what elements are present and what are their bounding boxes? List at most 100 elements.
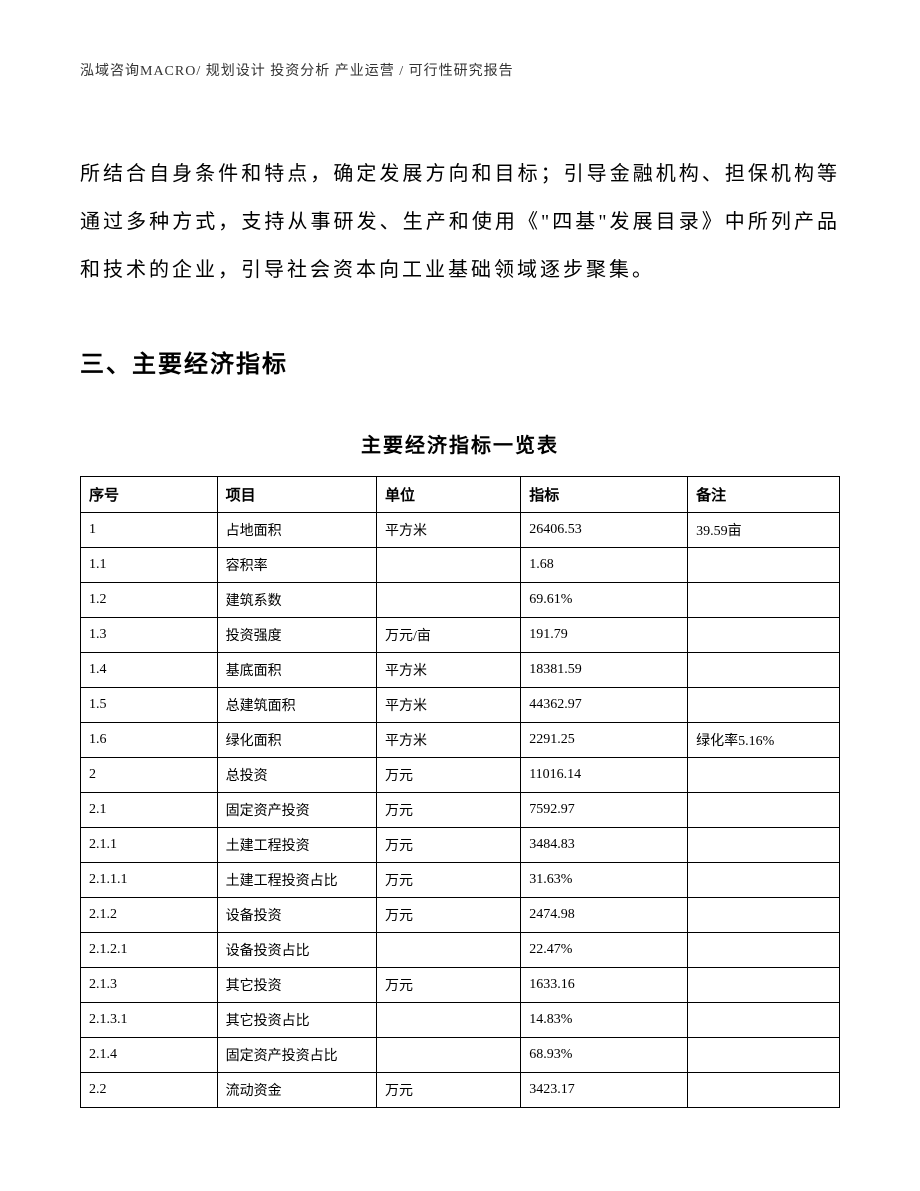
table-row: 2.1固定资产投资万元7592.97 (81, 793, 840, 828)
cell-remark (688, 1073, 840, 1108)
cell-indicator: 3423.17 (521, 1073, 688, 1108)
table-row: 1.3投资强度万元/亩191.79 (81, 618, 840, 653)
cell-unit (376, 583, 520, 618)
cell-indicator: 68.93% (521, 1038, 688, 1073)
page-header: 泓域咨询MACRO/ 规划设计 投资分析 产业运营 / 可行性研究报告 (80, 60, 840, 80)
cell-remark: 绿化率5.16% (688, 723, 840, 758)
table-row: 1.2建筑系数 69.61% (81, 583, 840, 618)
cell-seq: 2.1.3 (81, 968, 218, 1003)
cell-item: 占地面积 (217, 513, 376, 548)
cell-item: 固定资产投资占比 (217, 1038, 376, 1073)
table-row: 2.1.1.1土建工程投资占比万元31.63% (81, 863, 840, 898)
cell-item: 建筑系数 (217, 583, 376, 618)
table-row: 2.1.1土建工程投资万元3484.83 (81, 828, 840, 863)
cell-seq: 1.4 (81, 653, 218, 688)
cell-indicator: 11016.14 (521, 758, 688, 793)
cell-item: 设备投资 (217, 898, 376, 933)
cell-indicator: 7592.97 (521, 793, 688, 828)
table-header-row: 序号 项目 单位 指标 备注 (81, 477, 840, 513)
cell-unit: 万元 (376, 758, 520, 793)
cell-seq: 2.2 (81, 1073, 218, 1108)
cell-remark (688, 1003, 840, 1038)
cell-remark (688, 618, 840, 653)
cell-indicator: 1633.16 (521, 968, 688, 1003)
cell-item: 土建工程投资 (217, 828, 376, 863)
section-title: 三、主要经济指标 (80, 344, 840, 379)
cell-seq: 2.1.2.1 (81, 933, 218, 968)
cell-unit (376, 548, 520, 583)
table-title: 主要经济指标一览表 (80, 429, 840, 458)
cell-unit (376, 1038, 520, 1073)
cell-remark (688, 758, 840, 793)
cell-indicator: 22.47% (521, 933, 688, 968)
cell-indicator: 26406.53 (521, 513, 688, 548)
col-header-indicator: 指标 (521, 477, 688, 513)
cell-seq: 2 (81, 758, 218, 793)
table-row: 2总投资万元11016.14 (81, 758, 840, 793)
cell-unit: 万元/亩 (376, 618, 520, 653)
table-row: 1占地面积平方米26406.5339.59亩 (81, 513, 840, 548)
cell-indicator: 1.68 (521, 548, 688, 583)
cell-seq: 1.2 (81, 583, 218, 618)
cell-item: 土建工程投资占比 (217, 863, 376, 898)
cell-unit (376, 1003, 520, 1038)
cell-item: 固定资产投资 (217, 793, 376, 828)
table-row: 2.1.4固定资产投资占比 68.93% (81, 1038, 840, 1073)
cell-seq: 1.3 (81, 618, 218, 653)
table-row: 1.1容积率 1.68 (81, 548, 840, 583)
cell-item: 投资强度 (217, 618, 376, 653)
cell-item: 基底面积 (217, 653, 376, 688)
cell-item: 容积率 (217, 548, 376, 583)
table-row: 1.5总建筑面积平方米44362.97 (81, 688, 840, 723)
cell-seq: 1.1 (81, 548, 218, 583)
cell-unit: 万元 (376, 793, 520, 828)
cell-remark (688, 863, 840, 898)
table-row: 1.4基底面积平方米18381.59 (81, 653, 840, 688)
cell-remark (688, 828, 840, 863)
cell-unit: 万元 (376, 898, 520, 933)
cell-remark (688, 898, 840, 933)
cell-item: 流动资金 (217, 1073, 376, 1108)
cell-seq: 2.1.4 (81, 1038, 218, 1073)
cell-remark: 39.59亩 (688, 513, 840, 548)
cell-seq: 1.5 (81, 688, 218, 723)
cell-unit: 平方米 (376, 723, 520, 758)
cell-indicator: 3484.83 (521, 828, 688, 863)
col-header-remark: 备注 (688, 477, 840, 513)
cell-remark (688, 1038, 840, 1073)
cell-indicator: 31.63% (521, 863, 688, 898)
cell-unit: 平方米 (376, 513, 520, 548)
cell-seq: 1 (81, 513, 218, 548)
table-row: 2.1.3.1其它投资占比 14.83% (81, 1003, 840, 1038)
cell-unit (376, 933, 520, 968)
table-row: 2.1.2设备投资万元2474.98 (81, 898, 840, 933)
cell-unit: 万元 (376, 863, 520, 898)
table-row: 2.2流动资金万元3423.17 (81, 1073, 840, 1108)
cell-remark (688, 653, 840, 688)
cell-unit: 万元 (376, 828, 520, 863)
col-header-item: 项目 (217, 477, 376, 513)
economic-indicators-table: 序号 项目 单位 指标 备注 1占地面积平方米26406.5339.59亩 1.… (80, 476, 840, 1108)
cell-item: 总投资 (217, 758, 376, 793)
cell-seq: 2.1.3.1 (81, 1003, 218, 1038)
cell-indicator: 191.79 (521, 618, 688, 653)
cell-item: 总建筑面积 (217, 688, 376, 723)
cell-indicator: 2474.98 (521, 898, 688, 933)
cell-indicator: 18381.59 (521, 653, 688, 688)
cell-item: 设备投资占比 (217, 933, 376, 968)
cell-unit: 平方米 (376, 688, 520, 723)
cell-seq: 1.6 (81, 723, 218, 758)
table-row: 2.1.3其它投资万元1633.16 (81, 968, 840, 1003)
cell-item: 其它投资占比 (217, 1003, 376, 1038)
cell-remark (688, 793, 840, 828)
table-row: 1.6绿化面积平方米2291.25绿化率5.16% (81, 723, 840, 758)
cell-unit: 万元 (376, 968, 520, 1003)
cell-indicator: 69.61% (521, 583, 688, 618)
cell-unit: 平方米 (376, 653, 520, 688)
cell-item: 其它投资 (217, 968, 376, 1003)
cell-remark (688, 583, 840, 618)
cell-remark (688, 548, 840, 583)
cell-item: 绿化面积 (217, 723, 376, 758)
cell-indicator: 2291.25 (521, 723, 688, 758)
cell-indicator: 14.83% (521, 1003, 688, 1038)
